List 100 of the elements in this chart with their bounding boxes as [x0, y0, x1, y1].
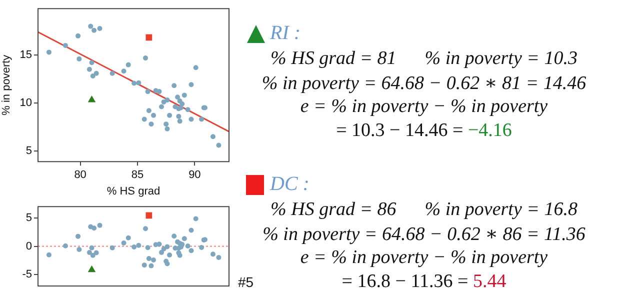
point	[182, 92, 187, 98]
point	[143, 56, 148, 61]
point	[175, 94, 180, 100]
point	[199, 244, 204, 250]
y-tick-label: 10	[20, 96, 32, 109]
point	[182, 236, 187, 242]
text: −4.16	[468, 120, 512, 141]
text: % in poverty = 64.68 − 0.62 ∗ 81 = 14.46	[260, 72, 588, 95]
point	[121, 240, 126, 246]
point	[167, 252, 172, 258]
point	[136, 80, 142, 86]
point	[132, 244, 137, 250]
point	[188, 116, 194, 122]
point	[145, 245, 150, 250]
point	[164, 244, 170, 250]
x-tick-label: 80	[74, 169, 86, 182]
point	[172, 234, 177, 239]
point	[88, 24, 94, 29]
point	[46, 50, 52, 55]
point	[145, 89, 150, 94]
point	[216, 255, 222, 260]
point	[164, 261, 170, 266]
point	[188, 82, 194, 88]
text: % in poverty = 64.68 − 0.62 ∗ 86 = 11.36	[262, 223, 586, 246]
text: RI :	[270, 22, 301, 45]
point	[216, 142, 222, 148]
text: = 16.8 − 11.36 =	[342, 271, 468, 292]
point	[46, 252, 52, 258]
point	[167, 112, 172, 118]
point	[97, 222, 102, 228]
point	[177, 118, 182, 124]
point	[86, 66, 92, 72]
point	[143, 226, 148, 232]
point	[126, 235, 131, 240]
point	[142, 116, 147, 122]
point	[76, 56, 82, 62]
point	[88, 265, 96, 272]
point	[185, 244, 190, 249]
text: e = % in poverty − % in poverty	[299, 247, 549, 269]
point	[136, 242, 142, 248]
point	[210, 252, 216, 257]
point	[188, 228, 194, 233]
point	[92, 226, 97, 231]
point	[92, 28, 97, 33]
text: DC :	[270, 173, 310, 196]
point	[176, 114, 182, 119]
point	[110, 70, 115, 76]
point	[172, 83, 177, 88]
point	[199, 116, 204, 122]
point	[188, 248, 194, 254]
text: % HS grad = 86	[270, 199, 396, 220]
y-tick-label: 0	[26, 240, 32, 252]
point	[193, 65, 198, 70]
point	[156, 89, 162, 94]
point	[177, 252, 182, 258]
point	[90, 252, 96, 258]
y-axis-title: % in poverty	[0, 54, 13, 116]
point	[110, 245, 115, 250]
point	[76, 234, 81, 239]
point	[156, 242, 162, 247]
point	[88, 96, 96, 102]
point	[164, 122, 169, 127]
point	[164, 98, 170, 103]
point	[62, 243, 68, 248]
point	[86, 250, 92, 256]
point	[180, 101, 185, 106]
y-tick-label: 5	[26, 212, 32, 224]
x-tick-label: 85	[131, 169, 144, 182]
point	[121, 68, 126, 74]
point	[76, 33, 81, 38]
text: % in poverty = 10.3	[424, 48, 578, 69]
point	[94, 250, 99, 256]
point	[146, 256, 152, 262]
point	[90, 73, 96, 78]
point	[89, 245, 94, 250]
point	[148, 122, 154, 127]
point	[89, 60, 94, 66]
text: = 10.3 − 14.46 =	[336, 120, 464, 141]
text: % in poverty = 16.8	[424, 199, 578, 220]
point	[151, 257, 156, 262]
point	[148, 263, 154, 268]
point	[164, 126, 170, 132]
y-tick-label: 15	[20, 48, 32, 61]
point	[193, 216, 198, 222]
x-tick-label: 90	[188, 169, 201, 182]
point	[142, 262, 147, 268]
point	[76, 247, 82, 252]
text: e = % in poverty − % in poverty	[299, 96, 549, 118]
point	[62, 42, 68, 48]
point	[151, 112, 156, 118]
point	[210, 134, 216, 140]
text: % HS grad = 81	[270, 48, 396, 69]
point	[94, 70, 99, 76]
text: 5.44	[472, 271, 506, 292]
point	[97, 26, 102, 32]
point	[159, 250, 164, 255]
point	[146, 108, 152, 114]
y-tick-label: -5	[22, 268, 32, 281]
point	[132, 80, 137, 86]
y-tick-label: 5	[26, 145, 32, 158]
